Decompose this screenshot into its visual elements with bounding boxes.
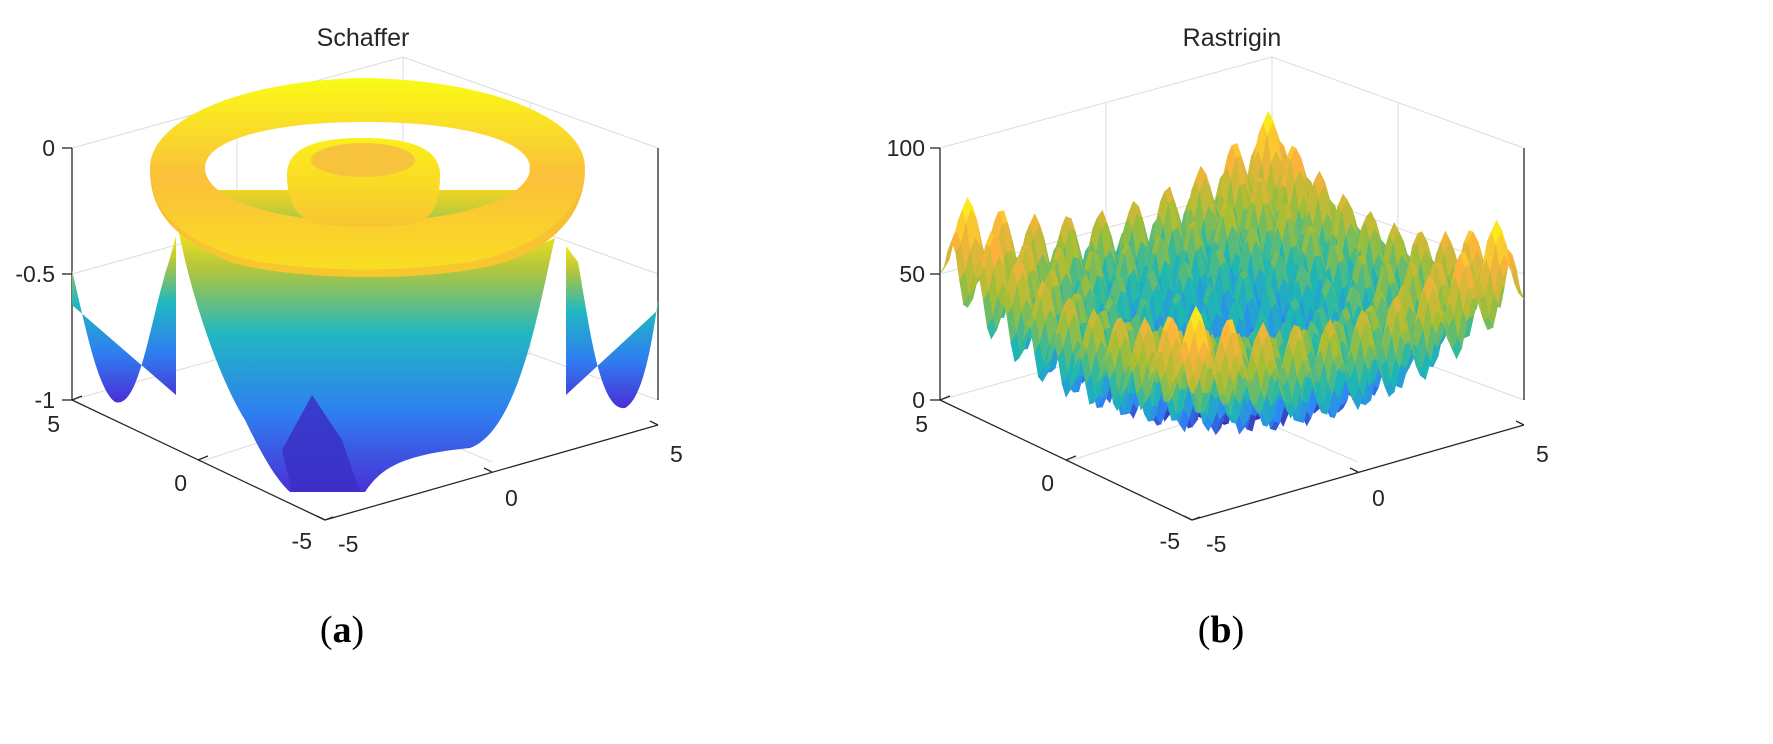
schaffer-bump-hole [311, 143, 415, 177]
panel-a-y-tick-1: 0 [174, 470, 187, 496]
schaffer-outer-wall [178, 228, 555, 492]
panel-a-y-tick-0: 5 [47, 411, 60, 437]
panel-b-z-tick-2: 0 [912, 387, 925, 413]
panel-b-axes [930, 147, 1525, 521]
panel-a-caption: (a) [320, 609, 364, 651]
panel-a-z-tick-1: -0.5 [15, 261, 55, 287]
panel-b-title: Rastrigin [1183, 24, 1282, 52]
panel-a-x-tick-0: -5 [338, 531, 358, 557]
panel-a: Schaffer 0 -0.5 -1 5 0 -5 -5 0 5 (a) [15, 24, 682, 651]
schaffer-ring [150, 78, 585, 277]
panel-b: Rastrigin 100 50 0 5 0 -5 -5 0 5 (b) [887, 24, 1549, 651]
panel-b-z-tick-1: 50 [899, 261, 925, 287]
panel-a-axes [62, 147, 659, 521]
panel-b-y-tick-2: -5 [1160, 528, 1180, 554]
panel-b-x-tick-1: 0 [1372, 485, 1385, 511]
schaffer-left-trough [72, 236, 176, 403]
schaffer-right-trough [566, 246, 658, 409]
panel-a-z-tick-2: -1 [35, 387, 55, 413]
panel-b-surface [939, 110, 1525, 436]
panel-a-z-tick-0: 0 [42, 135, 55, 161]
panel-b-x-tick-2: 5 [1536, 441, 1549, 467]
panel-a-y-tick-2: -5 [292, 528, 312, 554]
panel-b-y-tick-0: 5 [915, 411, 928, 437]
panel-b-caption: (b) [1198, 609, 1244, 651]
panel-b-y-tick-1: 0 [1041, 470, 1054, 496]
panel-b-z-tick-0: 100 [887, 135, 925, 161]
panel-b-x-tick-0: -5 [1206, 531, 1226, 557]
panel-a-x-tick-1: 0 [505, 485, 518, 511]
panel-a-x-tick-2: 5 [670, 441, 683, 467]
panel-a-title: Schaffer [317, 24, 410, 52]
rastrigin-surface-patch [943, 241, 954, 269]
schaffer-center-dip [282, 395, 360, 492]
panel-a-surface [72, 78, 658, 492]
rastrigin-surface-patch [1187, 375, 1198, 395]
